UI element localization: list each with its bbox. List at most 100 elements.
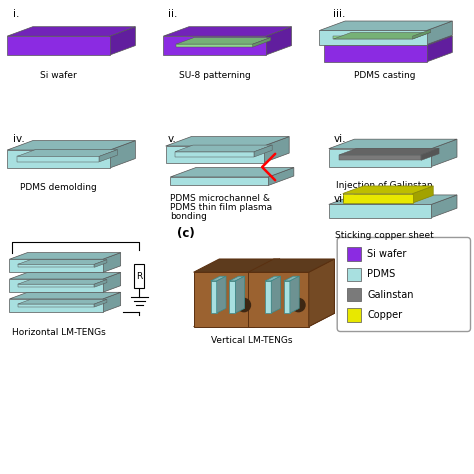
Polygon shape <box>329 204 431 218</box>
Polygon shape <box>274 259 334 313</box>
Text: PDMS: PDMS <box>367 269 396 279</box>
Text: PDMS thin film plasma: PDMS thin film plasma <box>170 203 273 212</box>
Text: (c): (c) <box>177 227 195 239</box>
Polygon shape <box>210 281 217 313</box>
Polygon shape <box>427 36 452 62</box>
Polygon shape <box>7 150 109 168</box>
Polygon shape <box>164 36 266 55</box>
Polygon shape <box>9 279 103 292</box>
Text: v.: v. <box>168 134 177 144</box>
Polygon shape <box>309 259 334 327</box>
Polygon shape <box>170 177 268 185</box>
Polygon shape <box>9 273 121 279</box>
Bar <box>347 288 362 301</box>
Polygon shape <box>164 27 292 36</box>
Polygon shape <box>235 276 245 313</box>
Polygon shape <box>324 46 427 62</box>
Polygon shape <box>9 253 121 259</box>
Polygon shape <box>94 300 107 307</box>
Polygon shape <box>266 27 292 55</box>
Polygon shape <box>229 281 235 313</box>
Bar <box>134 264 145 288</box>
Text: bonding: bonding <box>170 212 207 221</box>
Polygon shape <box>193 259 280 272</box>
Polygon shape <box>175 152 254 157</box>
Polygon shape <box>343 193 413 203</box>
Polygon shape <box>94 280 107 287</box>
Polygon shape <box>165 137 289 146</box>
Polygon shape <box>329 195 457 204</box>
Text: Si wafer: Si wafer <box>40 71 77 80</box>
Polygon shape <box>271 276 281 313</box>
Polygon shape <box>94 260 107 267</box>
Text: Vertical LM-TENGs: Vertical LM-TENGs <box>211 336 292 345</box>
Polygon shape <box>103 292 121 312</box>
Polygon shape <box>170 167 294 177</box>
Text: Horizontal LM-TENGs: Horizontal LM-TENGs <box>11 328 105 337</box>
Polygon shape <box>334 36 413 39</box>
Polygon shape <box>18 264 94 267</box>
Circle shape <box>292 299 305 312</box>
FancyBboxPatch shape <box>337 237 471 331</box>
Polygon shape <box>264 137 289 163</box>
Text: iv.: iv. <box>13 134 25 144</box>
Polygon shape <box>9 299 103 312</box>
Polygon shape <box>413 186 433 203</box>
Circle shape <box>237 299 250 312</box>
Polygon shape <box>7 141 136 150</box>
Polygon shape <box>343 186 433 193</box>
Polygon shape <box>18 300 107 304</box>
Bar <box>347 309 362 321</box>
Polygon shape <box>229 276 245 281</box>
Polygon shape <box>427 21 452 45</box>
Polygon shape <box>284 281 290 313</box>
Polygon shape <box>421 148 439 160</box>
Text: Copper: Copper <box>367 310 402 320</box>
Polygon shape <box>103 253 121 273</box>
Polygon shape <box>329 139 457 149</box>
Polygon shape <box>103 273 121 292</box>
Polygon shape <box>265 276 281 281</box>
Polygon shape <box>18 280 107 284</box>
Polygon shape <box>18 304 94 307</box>
Text: R: R <box>136 272 143 281</box>
Text: i.: i. <box>13 9 19 19</box>
Text: ii.: ii. <box>168 9 177 19</box>
Polygon shape <box>254 145 272 157</box>
Polygon shape <box>175 145 272 152</box>
Text: iii.: iii. <box>334 9 346 19</box>
Polygon shape <box>109 141 136 168</box>
Polygon shape <box>339 155 421 160</box>
Bar <box>347 247 362 261</box>
Polygon shape <box>219 259 280 313</box>
Polygon shape <box>176 37 271 44</box>
Polygon shape <box>431 139 457 166</box>
Bar <box>347 268 362 281</box>
Polygon shape <box>248 313 334 327</box>
Polygon shape <box>413 29 431 39</box>
Polygon shape <box>193 313 280 327</box>
Polygon shape <box>334 32 431 39</box>
Polygon shape <box>290 276 299 313</box>
Text: vii.: vii. <box>334 193 349 203</box>
Text: Sticking copper sheet: Sticking copper sheet <box>336 231 434 240</box>
Polygon shape <box>100 150 118 162</box>
Polygon shape <box>176 44 253 47</box>
Text: Injection of Galinstan: Injection of Galinstan <box>337 181 433 190</box>
Polygon shape <box>165 146 264 163</box>
Text: Si wafer: Si wafer <box>367 249 407 259</box>
Polygon shape <box>7 27 136 36</box>
Text: PDMS microchannel &: PDMS microchannel & <box>170 193 270 202</box>
Polygon shape <box>253 37 271 47</box>
Polygon shape <box>268 167 294 185</box>
Polygon shape <box>7 36 109 55</box>
Text: SU-8 patterning: SU-8 patterning <box>179 71 250 80</box>
Polygon shape <box>109 27 136 55</box>
Polygon shape <box>431 195 457 218</box>
Polygon shape <box>254 259 280 327</box>
Text: PDMS casting: PDMS casting <box>354 71 416 80</box>
Polygon shape <box>248 272 309 327</box>
Polygon shape <box>329 149 431 166</box>
Polygon shape <box>217 276 226 313</box>
Polygon shape <box>324 36 452 46</box>
